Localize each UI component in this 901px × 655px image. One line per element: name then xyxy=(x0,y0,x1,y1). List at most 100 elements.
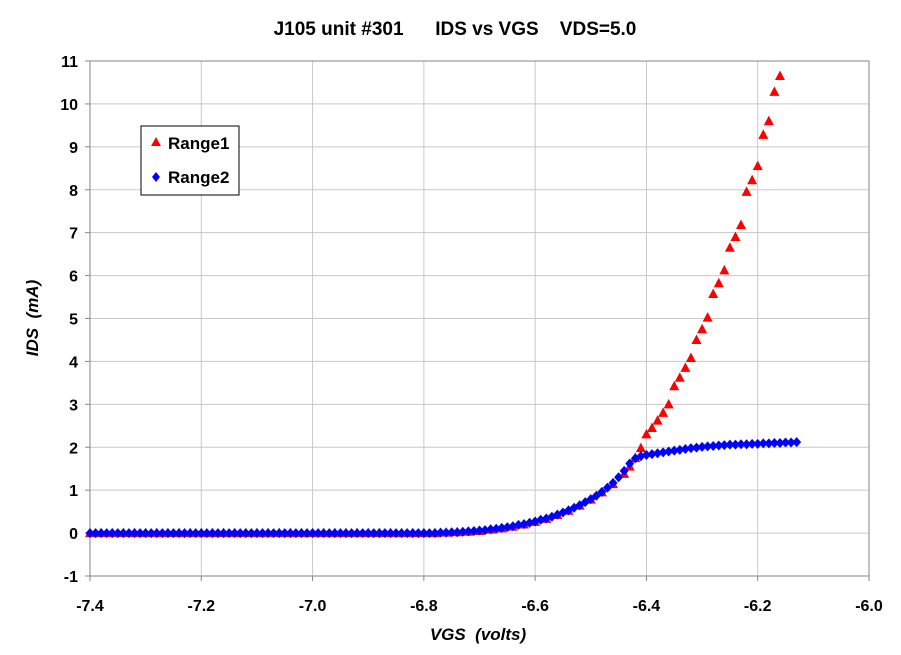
point-range2 xyxy=(469,525,479,536)
point-range2 xyxy=(118,528,128,539)
legend-marker-range1 xyxy=(151,137,161,146)
x-tick-label: -6.4 xyxy=(633,598,661,615)
point-range2 xyxy=(341,528,351,539)
y-tick-label: -1 xyxy=(64,569,78,586)
point-range1 xyxy=(763,115,774,126)
x-tick-label: -6.8 xyxy=(410,598,438,615)
point-range2 xyxy=(257,528,267,539)
point-range2 xyxy=(263,528,273,539)
point-range2 xyxy=(697,441,707,452)
point-range1 xyxy=(769,86,780,96)
x-axis-ticks: -7.4 -7.2 -7.0 -6.8 -6.6 -6.4 -6.2 -6.0 xyxy=(76,576,883,615)
series xyxy=(85,70,802,539)
point-range2 xyxy=(769,437,779,448)
point-range2 xyxy=(764,438,774,449)
point-range2 xyxy=(241,528,251,539)
point-range1 xyxy=(663,398,674,409)
point-range1 xyxy=(646,422,657,432)
legend-marker-range2 xyxy=(152,172,160,182)
y-tick-label: 0 xyxy=(69,526,78,543)
point-range1 xyxy=(724,242,735,252)
point-range2 xyxy=(191,528,201,539)
point-range2 xyxy=(280,528,290,539)
point-range2 xyxy=(296,528,306,539)
point-range2 xyxy=(447,527,457,538)
point-range2 xyxy=(213,528,223,539)
point-range1 xyxy=(641,428,652,439)
point-range2 xyxy=(747,438,757,449)
point-range2 xyxy=(152,528,162,539)
series-range2 xyxy=(85,437,802,539)
point-range2 xyxy=(219,528,229,539)
y-tick-label: 5 xyxy=(69,312,78,329)
point-range1 xyxy=(685,352,696,362)
x-axis-label: VGS (volts) xyxy=(430,625,527,644)
x-tick-label: -7.0 xyxy=(299,598,327,615)
point-range2 xyxy=(85,528,95,539)
point-range2 xyxy=(714,440,724,451)
y-tick-label: 8 xyxy=(69,183,78,200)
point-range2 xyxy=(347,528,357,539)
legend-box xyxy=(140,125,240,196)
legend-label-range2: Range2 xyxy=(168,168,229,187)
point-range1 xyxy=(674,372,685,382)
point-range2 xyxy=(497,522,507,533)
point-range2 xyxy=(419,528,429,539)
point-range2 xyxy=(669,445,679,456)
point-range1 xyxy=(758,129,769,139)
point-range2 xyxy=(486,524,496,535)
point-range2 xyxy=(141,528,151,539)
point-range2 xyxy=(196,528,206,539)
point-range2 xyxy=(269,528,279,539)
point-range1 xyxy=(736,219,747,229)
point-range1 xyxy=(752,160,763,171)
point-range2 xyxy=(252,528,262,539)
point-range2 xyxy=(792,437,802,448)
point-range1 xyxy=(774,70,785,81)
point-range1 xyxy=(691,334,702,344)
point-range2 xyxy=(408,528,418,539)
point-range2 xyxy=(658,447,668,458)
point-range2 xyxy=(391,528,401,539)
point-range2 xyxy=(207,528,217,539)
point-range2 xyxy=(608,477,618,488)
point-range2 xyxy=(202,528,212,539)
point-range2 xyxy=(135,528,145,539)
point-range2 xyxy=(475,525,484,536)
point-range2 xyxy=(619,465,629,476)
point-range2 xyxy=(363,528,373,539)
point-range2 xyxy=(319,528,329,539)
point-range1 xyxy=(747,174,758,185)
point-range2 xyxy=(380,528,390,539)
point-range2 xyxy=(703,441,713,452)
point-range2 xyxy=(452,527,462,538)
point-range2 xyxy=(664,446,674,457)
point-range1 xyxy=(702,312,713,322)
point-range2 xyxy=(163,528,173,539)
point-range2 xyxy=(491,523,501,534)
point-range2 xyxy=(742,439,752,450)
point-range2 xyxy=(480,525,490,536)
point-range2 xyxy=(625,458,635,469)
y-tick-label: 11 xyxy=(61,54,78,71)
point-range2 xyxy=(686,443,696,454)
point-range2 xyxy=(352,528,362,539)
point-range1 xyxy=(697,323,708,334)
point-range2 xyxy=(168,528,178,539)
point-range2 xyxy=(285,528,295,539)
point-range2 xyxy=(180,528,190,539)
point-range2 xyxy=(124,528,134,539)
y-tick-label: 1 xyxy=(69,483,78,500)
point-range2 xyxy=(725,439,735,450)
point-range2 xyxy=(441,527,451,538)
point-range2 xyxy=(552,509,562,520)
point-range2 xyxy=(335,528,345,539)
point-range2 xyxy=(736,439,746,450)
point-range2 xyxy=(402,528,412,539)
point-range2 xyxy=(324,528,334,539)
point-range2 xyxy=(230,528,240,539)
legend: Range1 Range2 xyxy=(140,125,240,196)
point-range2 xyxy=(653,448,663,459)
point-range2 xyxy=(775,437,785,448)
